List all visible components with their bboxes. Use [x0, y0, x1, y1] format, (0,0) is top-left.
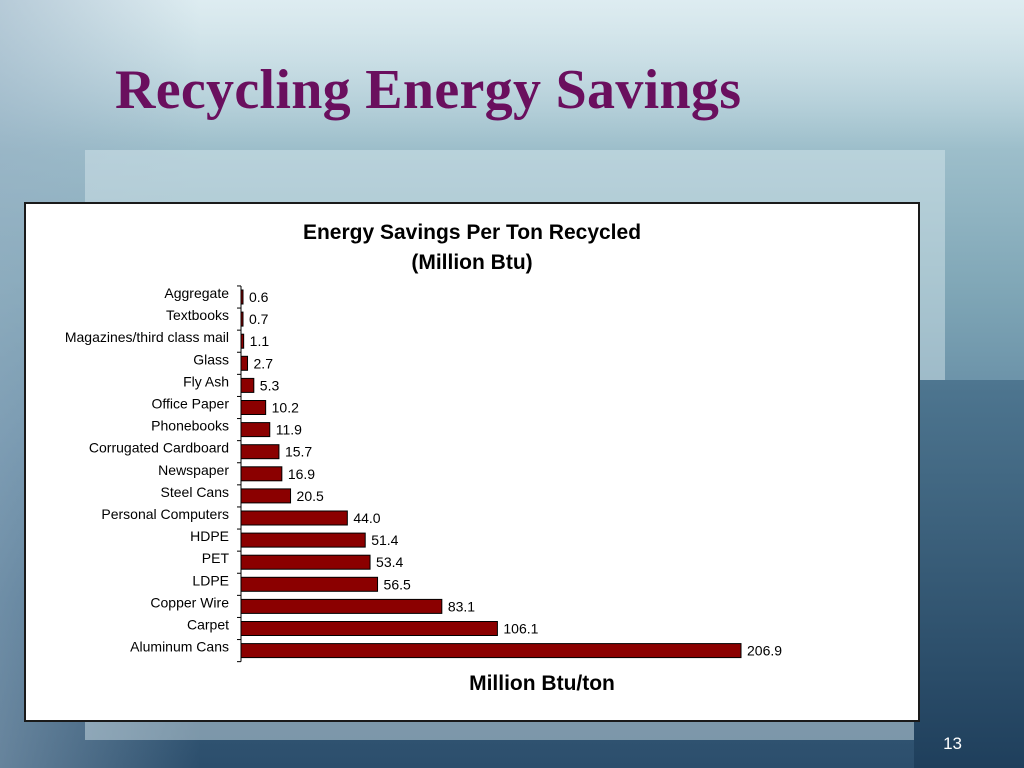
- value-label: 2.7: [254, 355, 274, 371]
- category-label: Aggregate: [164, 285, 229, 301]
- chart-title: Energy Savings Per Ton Recycled (Million…: [26, 218, 918, 278]
- category-label: Carpet: [187, 617, 229, 633]
- value-label: 53.4: [376, 554, 403, 570]
- value-label: 0.7: [249, 311, 269, 327]
- chart-title-line-1: Energy Savings Per Ton Recycled: [302, 221, 642, 244]
- category-label: Aluminum Cans: [130, 639, 229, 655]
- category-label: Phonebooks: [151, 418, 229, 434]
- category-label: Textbooks: [166, 307, 229, 323]
- category-label: Steel Cans: [161, 484, 229, 500]
- category-label: Glass: [193, 351, 229, 367]
- bar: [240, 355, 249, 371]
- category-label: Personal Computers: [101, 506, 229, 522]
- bar: [240, 377, 255, 393]
- value-label: 83.1: [448, 598, 475, 614]
- bar: [240, 510, 348, 526]
- bar: [240, 621, 498, 636]
- bar: [240, 311, 244, 327]
- bar-chart: Aggregate 0.6 Textbooks 0.7 Magazines/third …: [65, 285, 782, 695]
- bar: [240, 488, 292, 504]
- value-label: 1.1: [250, 333, 270, 349]
- bar: [240, 643, 742, 659]
- category-label: Copper Wire: [150, 594, 229, 610]
- chart-panel: Energy Savings Per Ton Recycled (Million…: [24, 202, 920, 722]
- category-label: Fly Ash: [183, 373, 229, 389]
- x-axis-label: Million Btu/ton: [469, 672, 615, 695]
- bar: [240, 466, 283, 482]
- bar: [240, 400, 267, 415]
- bar: [240, 598, 443, 614]
- category-label: Office Paper: [151, 396, 229, 412]
- value-label: 51.4: [371, 532, 398, 548]
- background-sea: [914, 380, 1024, 768]
- category-label: PET: [202, 550, 230, 566]
- bar: [240, 554, 371, 570]
- chart-marks: Aggregate 0.6 Textbooks 0.7 Magazines/third …: [65, 285, 782, 663]
- value-label: 206.9: [747, 643, 782, 659]
- bar: [240, 444, 280, 460]
- value-label: 0.6: [249, 289, 269, 305]
- value-label: 15.7: [285, 444, 312, 460]
- bar: [240, 532, 366, 548]
- category-label: Corrugated Cardboard: [89, 440, 229, 456]
- category-label: HDPE: [190, 528, 229, 544]
- category-label: Magazines/third class mail: [65, 329, 229, 345]
- value-label: 16.9: [288, 466, 315, 482]
- value-label: 56.5: [384, 576, 411, 592]
- category-label: LDPE: [192, 572, 229, 588]
- value-label: 20.5: [297, 488, 324, 504]
- category-label: Newspaper: [158, 462, 229, 478]
- chart-title-line-2: (Million Btu): [411, 251, 533, 274]
- value-label: 5.3: [260, 377, 280, 393]
- slide-number: 13: [943, 734, 962, 753]
- value-label: 44.0: [353, 510, 380, 526]
- value-label: 10.2: [272, 400, 299, 416]
- bar: [240, 289, 244, 305]
- value-label: 11.9: [276, 422, 302, 438]
- slide-title: Recycling Energy Savings: [115, 59, 742, 121]
- bar: [240, 422, 271, 438]
- bar: [240, 576, 379, 592]
- value-label: 106.1: [503, 621, 538, 637]
- bar: [240, 333, 245, 349]
